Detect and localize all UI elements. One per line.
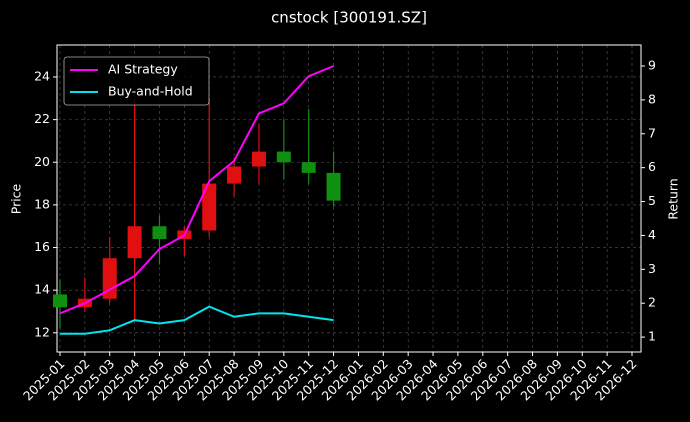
- candle-body: [227, 166, 242, 184]
- legend-box: [63, 56, 210, 106]
- y-axis-label: Price: [9, 183, 24, 214]
- legend-label: Buy-and-Hold: [108, 84, 193, 99]
- series-line: [59, 65, 334, 315]
- y-tick-label: 22: [34, 111, 50, 126]
- candle-body: [326, 172, 341, 201]
- y2-tick-label: 3: [648, 261, 656, 276]
- y2-tick-label: 1: [648, 329, 656, 344]
- candle-body: [301, 162, 316, 173]
- chart-title: cnstock [300191.SZ]: [271, 9, 427, 27]
- y2-tick-label: 2: [648, 295, 656, 310]
- series-line: [60, 305, 334, 335]
- y2-tick-label: 4: [648, 227, 656, 242]
- y2-tick-label: 6: [648, 159, 656, 174]
- y2-tick-label: 7: [648, 125, 656, 140]
- candle-body: [202, 183, 217, 231]
- y-tick-label: 18: [34, 196, 50, 211]
- y-tick-label: 20: [34, 154, 50, 169]
- legend-label: AI Strategy: [108, 62, 178, 77]
- y2-tick-label: 9: [648, 58, 656, 73]
- candle-body: [152, 226, 167, 240]
- y2-tick-label: 8: [648, 91, 656, 106]
- plot-frame: [56, 44, 642, 353]
- y2-tick-label: 5: [648, 193, 656, 208]
- candle-body: [127, 226, 142, 259]
- y-tick-label: 16: [34, 239, 50, 254]
- candle-body: [276, 151, 291, 163]
- candle-body: [53, 294, 67, 308]
- y2-axis-label: Return: [666, 178, 681, 219]
- y-tick-label: 12: [34, 324, 50, 339]
- candle-body: [251, 151, 266, 167]
- y-tick-label: 14: [34, 282, 50, 297]
- y-tick-label: 24: [34, 68, 50, 83]
